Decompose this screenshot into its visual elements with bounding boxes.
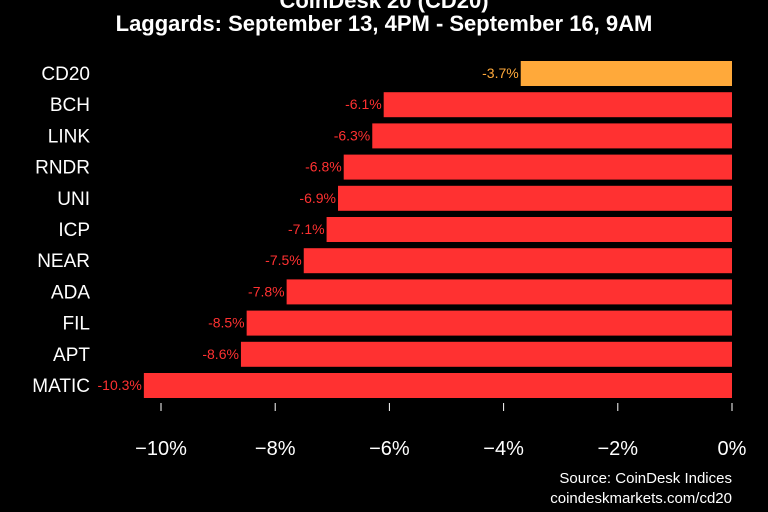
data-label-rndr: -6.8% xyxy=(305,159,342,175)
bar-uni xyxy=(338,185,732,211)
bar-near xyxy=(303,248,732,274)
category-label-icp: ICP xyxy=(58,220,90,241)
category-label-ada: ADA xyxy=(51,282,90,303)
x-tick-label: −4% xyxy=(483,438,524,460)
data-label-icp: -7.1% xyxy=(288,221,325,237)
category-label-rndr: RNDR xyxy=(35,158,90,179)
bar-matic xyxy=(143,373,732,398)
data-label-apt: -8.6% xyxy=(202,346,239,362)
category-label-bch: BCH xyxy=(50,95,90,116)
x-tick-label: −8% xyxy=(255,438,296,460)
bar-icp xyxy=(326,217,732,242)
chart-subtitle: Laggards: September 13, 4PM - September … xyxy=(115,11,653,36)
category-label-uni: UNI xyxy=(57,189,90,210)
data-label-near: -7.5% xyxy=(265,252,302,268)
category-label-matic: MATIC xyxy=(32,376,90,397)
x-tick-label: −10% xyxy=(135,438,187,460)
bar-apt xyxy=(240,341,732,367)
category-label-link: LINK xyxy=(48,126,91,147)
data-label-fil: -8.5% xyxy=(208,315,245,331)
category-label-cd20: CD20 xyxy=(41,64,90,85)
x-tick-label: −2% xyxy=(598,438,639,460)
data-label-link: -6.3% xyxy=(334,127,371,143)
category-label-near: NEAR xyxy=(37,251,90,272)
category-label-fil: FIL xyxy=(63,314,90,335)
source-note: Source: CoinDesk Indices xyxy=(559,470,732,487)
bar-fil xyxy=(246,310,732,336)
bar-cd20 xyxy=(520,61,732,86)
x-tick-label: −6% xyxy=(369,438,410,460)
source-url: coindeskmarkets.com/cd20 xyxy=(550,490,732,507)
category-label-apt: APT xyxy=(53,345,90,366)
data-label-ada: -7.8% xyxy=(248,283,285,299)
data-label-uni: -6.9% xyxy=(299,190,336,206)
x-tick-label: 0% xyxy=(718,438,747,460)
data-label-cd20: -3.7% xyxy=(482,65,519,81)
bar-bch xyxy=(383,92,732,118)
chart-title: CoinDesk 20 (CD20) xyxy=(279,0,489,13)
data-label-bch: -6.1% xyxy=(345,96,382,112)
bar-rndr xyxy=(343,154,732,180)
bar-link xyxy=(372,123,732,149)
bar-ada xyxy=(286,279,732,305)
data-label-matic: -10.3% xyxy=(98,377,142,393)
